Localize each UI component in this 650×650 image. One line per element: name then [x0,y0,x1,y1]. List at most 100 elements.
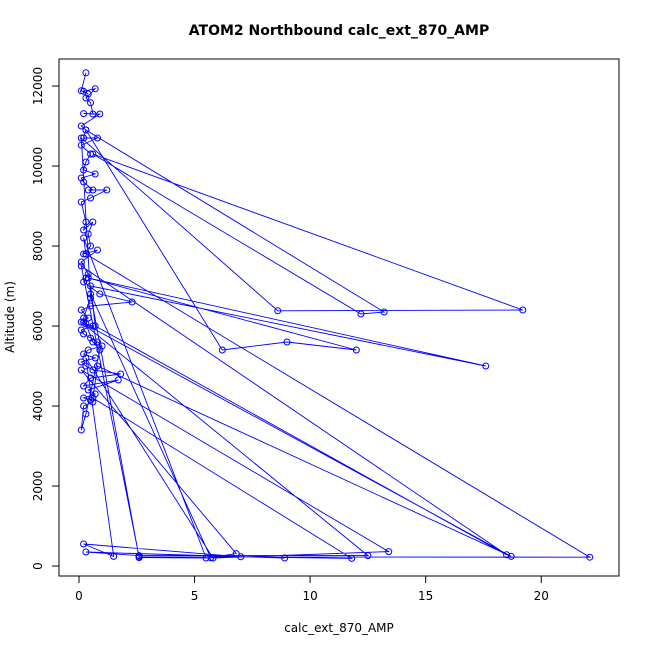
data-point [77,306,85,314]
data-point [80,134,88,142]
data-point [89,218,97,226]
data-point [80,402,88,410]
data-point [519,306,527,314]
data-point [87,99,95,107]
data-point [103,186,111,194]
data-point [586,553,594,561]
data-point [348,554,356,562]
data-point [89,322,97,330]
y-tick-label: 10000 [31,147,45,185]
y-tick-label: 0 [31,562,45,570]
y-tick-label: 12000 [31,67,45,105]
data-point [82,218,90,226]
series-path [80,72,592,559]
data-point [91,354,99,362]
data-point [77,366,85,374]
data-point [89,366,97,374]
x-tick-label: 5 [191,589,199,603]
data-point [89,110,97,118]
data-point [89,150,97,158]
data-point [209,554,217,562]
data-point [87,294,95,302]
data-point [82,548,90,556]
data-point [117,370,125,378]
data-point [503,551,511,559]
data-point [91,322,99,330]
data-point [507,552,515,560]
data-point [82,410,90,418]
data-point [87,282,95,290]
data-point [96,290,104,298]
data-point [77,262,85,270]
data-point [82,158,90,166]
x-tick-label: 10 [302,589,317,603]
data-point [232,550,240,558]
data-point [77,141,85,149]
data-point [84,230,92,238]
data-point [110,552,118,560]
x-tick-label: 0 [75,589,83,603]
data-point [80,314,88,322]
y-tick-label: 4000 [31,391,45,422]
x-axis: 0 5 10 15 20 [75,575,549,603]
data-point [93,338,101,346]
data-point [84,314,92,322]
data-point [82,69,90,77]
series-points [77,69,594,562]
data-point [96,346,104,354]
chart-title: ATOM2 Northbound calc_ext_870_AMP [189,23,489,39]
data-point [283,338,291,346]
data-point [77,198,85,206]
data-point [82,274,90,282]
x-tick-label: 15 [418,589,433,603]
data-point [80,540,88,548]
data-point [80,318,88,326]
data-point [84,274,92,282]
data-point [77,326,85,334]
data-point [80,382,88,390]
x-tick-label: 20 [534,589,549,603]
data-point [77,426,85,434]
data-point [84,386,92,394]
data-point [80,394,88,402]
data-point [87,302,95,310]
data-point [77,174,85,182]
data-point [385,548,393,556]
data-point [281,554,289,562]
data-point [77,258,85,266]
data-point [80,330,88,338]
data-point [93,246,101,254]
data-point [89,186,97,194]
data-point [114,376,122,384]
data-point [80,166,88,174]
data-point [87,334,95,342]
data-point [80,178,88,186]
y-tick-label: 8000 [31,231,45,262]
data-point [93,362,101,370]
data-point [91,170,99,178]
data-point [87,374,95,382]
data-point [98,342,106,350]
data-point [77,122,85,130]
data-point [80,226,88,234]
data-point [87,396,95,404]
data-point [82,320,90,328]
data-point [91,390,99,398]
data-point [82,354,90,362]
data-point [482,362,490,370]
data-point [80,87,88,95]
data-point [80,234,88,242]
series-line [80,72,592,559]
data-point [274,307,282,315]
data-point [96,110,104,118]
data-point [84,346,92,354]
data-point [135,552,143,560]
data-point [135,554,143,562]
data-point [80,350,88,358]
data-point [357,310,365,318]
y-tick-label: 2000 [31,471,45,502]
y-axis: 0 2000 4000 6000 8000 10000 12000 [31,67,60,570]
data-point [80,278,88,286]
data-point [80,250,88,258]
